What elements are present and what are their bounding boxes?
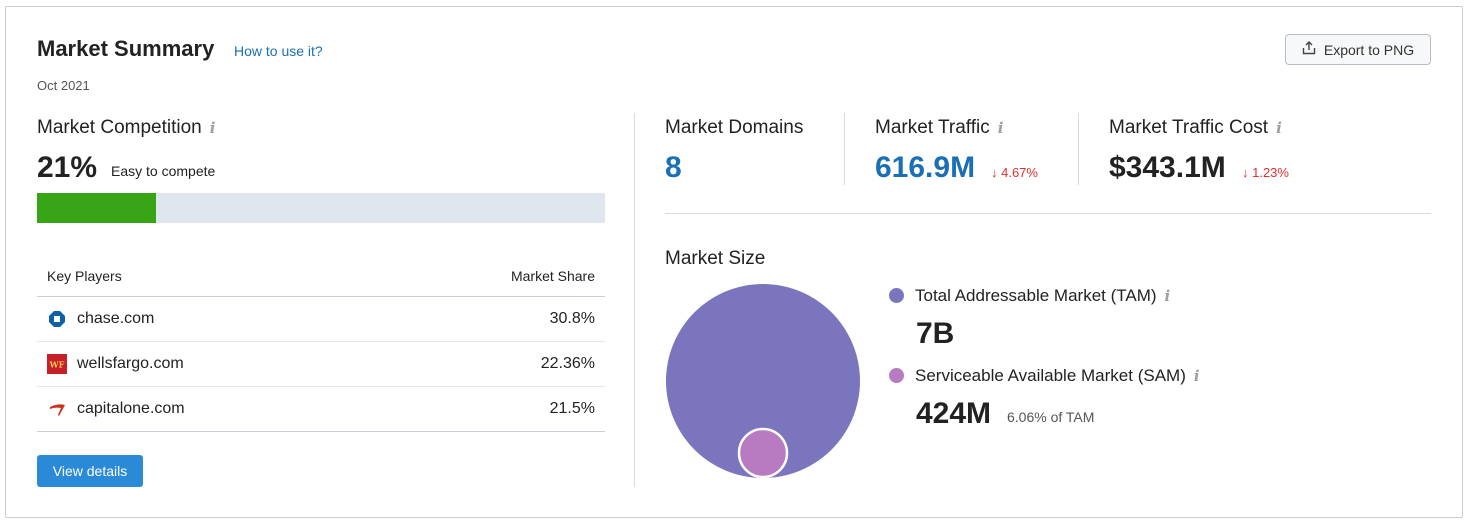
domain-name[interactable]: chase.com (77, 310, 155, 327)
info-icon[interactable]: i (1193, 367, 1200, 385)
market-share-header: Market Share (510, 267, 595, 284)
market-share-value: 22.36% (540, 355, 595, 372)
competition-progress-fill (37, 193, 157, 223)
chase-logo-icon (47, 309, 67, 329)
market-competition-label: Market Competition i (37, 117, 216, 138)
section-divider (634, 113, 635, 487)
tam-legend-dot (889, 288, 904, 303)
market-size-chart (666, 284, 860, 479)
market-traffic-cost-value: $343.1M (1109, 151, 1226, 184)
table-row[interactable]: chase.com 30.8% (37, 297, 605, 342)
sam-legend-dot (889, 368, 904, 383)
sam-note: 6.06% of TAM (1007, 409, 1095, 425)
info-icon[interactable]: i (1164, 287, 1171, 305)
market-traffic-cost-change: ↓ 1.23% (1242, 165, 1289, 180)
metric-separator (1078, 113, 1079, 185)
capitalone-logo-icon (47, 399, 67, 419)
market-domains-label: Market Domains (665, 117, 804, 138)
info-icon[interactable]: i (1276, 119, 1282, 137)
report-date: Oct 2021 (37, 78, 90, 93)
metrics-divider (665, 213, 1431, 214)
export-label: Export to PNG (1323, 41, 1415, 58)
tam-label: Total Addressable Market (TAM) (915, 286, 1157, 305)
market-share-value: 21.5% (549, 400, 595, 417)
market-domains-value[interactable]: 8 (665, 151, 682, 184)
key-players-table: Key Players Market Share chase.com 30.8% (37, 255, 605, 432)
market-traffic-change: ↓ 4.67% (991, 165, 1038, 180)
market-share-value: 30.8% (549, 310, 595, 327)
market-traffic-value[interactable]: 616.9M (875, 151, 976, 184)
info-icon[interactable]: i (997, 119, 1004, 137)
wellsfargo-logo-icon: WF (47, 354, 67, 374)
table-row[interactable]: capitalone.com 21.5% (37, 387, 605, 432)
tam-value: 7B (916, 317, 955, 350)
metric-separator (844, 113, 845, 185)
key-players-header: Key Players (47, 267, 122, 284)
sam-label: Serviceable Available Market (SAM) (915, 366, 1186, 385)
table-row[interactable]: WF wellsfargo.com 22.36% (37, 342, 605, 387)
market-traffic-label: Market Traffic i (875, 117, 1004, 138)
svg-text:WF: WF (49, 360, 65, 370)
sam-legend: Serviceable Available Market (SAM) i (889, 366, 1200, 386)
market-size-label: Market Size (665, 248, 766, 269)
how-to-use-link[interactable]: How to use it? (234, 43, 323, 59)
table-header: Key Players Market Share (37, 255, 605, 297)
sam-value: 424M (916, 397, 992, 430)
export-png-button[interactable]: Export to PNG (1285, 34, 1431, 65)
competition-description: Easy to compete (111, 163, 216, 179)
domain-name[interactable]: wellsfargo.com (77, 355, 184, 372)
export-icon (1302, 41, 1316, 58)
info-icon[interactable]: i (209, 119, 216, 137)
market-traffic-cost-label: Market Traffic Cost i (1109, 117, 1282, 138)
tam-legend: Total Addressable Market (TAM) i (889, 286, 1170, 306)
domain-name[interactable]: capitalone.com (77, 400, 185, 417)
competition-value: 21% (37, 151, 98, 184)
page-title: Market Summary (37, 36, 215, 61)
view-details-button[interactable]: View details (37, 455, 143, 487)
sam-circle (737, 427, 789, 479)
tam-circle (666, 284, 860, 478)
competition-progress-bar (37, 193, 605, 223)
market-summary-card: Market Summary How to use it? Oct 2021 E… (5, 6, 1463, 518)
